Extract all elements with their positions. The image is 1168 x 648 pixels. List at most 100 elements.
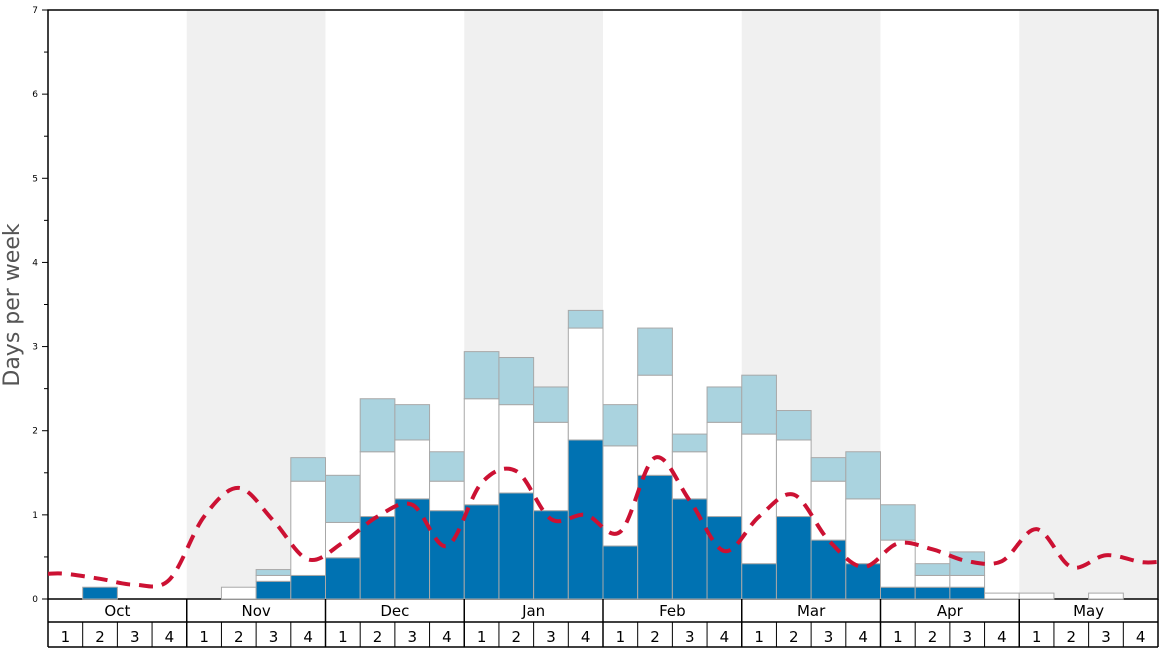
week-label: 3: [824, 628, 834, 646]
bar-slot-10-segment-1: [359, 516, 396, 600]
bar-slot-22-segment-2: [775, 439, 812, 518]
bar-slot-27-segment-1: [949, 586, 986, 600]
bar-slot-8-segment-2: [290, 480, 326, 576]
y-tick-label: 3: [32, 343, 38, 353]
bar-slot-9-segment-1: [325, 557, 361, 600]
y-tick-label: 4: [32, 258, 38, 268]
week-label: 3: [685, 628, 695, 646]
bar-slot-19-segment-1: [671, 498, 708, 600]
bar-slot-20-segment-2: [706, 421, 743, 518]
month-label-mar: Mar: [797, 602, 826, 620]
average-line: [47, 455, 1159, 589]
week-label: 4: [442, 628, 452, 646]
month-shading: [186, 10, 1158, 599]
bars: [82, 309, 1124, 600]
y-tick-label: 5: [32, 174, 38, 184]
week-label: 2: [373, 628, 383, 646]
bar-slot-26-segment-1: [914, 586, 951, 600]
y-tick-label: 0: [32, 595, 38, 605]
week-label: 2: [928, 628, 938, 646]
bar-slot-22-segment-1: [775, 516, 812, 600]
bar-slot-20-segment-3: [706, 386, 743, 423]
bar-slot-7-segment-1: [255, 580, 292, 600]
bar-slot-22-segment-3: [775, 410, 812, 441]
week-label: 3: [1101, 628, 1111, 646]
month-label-oct: Oct: [104, 602, 130, 620]
week-label: 4: [581, 628, 591, 646]
bar-slot-10-segment-2: [359, 451, 396, 518]
y-tick-label: 1: [32, 511, 38, 521]
bar-slot-23-segment-3: [810, 457, 847, 482]
bar-slot-19-segment-2: [671, 451, 708, 500]
week-label: 1: [893, 628, 903, 646]
bar-slot-31-segment-2: [1088, 592, 1124, 600]
bar-slot-11-segment-3: [394, 404, 431, 441]
week-label: 1: [1032, 628, 1042, 646]
week-label: 1: [338, 628, 348, 646]
bar-slot-23-segment-1: [810, 539, 847, 600]
month-label-feb: Feb: [659, 602, 686, 620]
week-label: 3: [962, 628, 972, 646]
bar-slot-25-segment-2: [880, 539, 916, 588]
week-label: 4: [997, 628, 1007, 646]
bar-slot-21-segment-1: [741, 563, 777, 600]
bar-slot-15-segment-1: [533, 510, 569, 600]
y-tick-label: 2: [32, 427, 38, 437]
bar-slot-11-segment-2: [394, 439, 431, 500]
y-axis-label: Days per week: [0, 223, 25, 386]
bar-slot-12-segment-2: [429, 480, 465, 512]
bar-slot-16-segment-2: [567, 327, 604, 441]
bar-slot-13-segment-3: [463, 351, 500, 400]
bar-slot-29-segment-2: [1018, 592, 1055, 600]
bar-slot-12-segment-1: [429, 510, 465, 600]
bar-slot-2-segment-1: [82, 586, 118, 600]
bar-slot-14-segment-1: [498, 492, 535, 600]
week-label: 2: [789, 628, 799, 646]
week-label: 3: [269, 628, 279, 646]
week-label: 4: [1136, 628, 1146, 646]
bar-slot-7-segment-2: [255, 574, 292, 582]
week-label: 3: [546, 628, 556, 646]
bar-slot-27-segment-2: [949, 574, 986, 588]
week-label: 4: [303, 628, 313, 646]
month-label-nov: Nov: [241, 602, 270, 620]
bar-slot-9-segment-3: [325, 474, 361, 523]
bar-slot-8-segment-1: [290, 574, 326, 600]
week-label: 1: [199, 628, 209, 646]
bar-slot-18-segment-1: [637, 474, 673, 600]
x-axis: Oct Nov Dec Jan Feb Mar Apr May 1 2 3 4 1 2 3 4 1 2 3 4 1 2 3 4…: [47, 599, 1159, 648]
month-label-may: May: [1073, 602, 1104, 620]
bar-slot-16-segment-3: [567, 309, 604, 329]
bar-slot-7-segment-3: [255, 569, 292, 576]
bar-slot-14-segment-2: [498, 404, 535, 494]
week-label: 1: [61, 628, 71, 646]
week-label: 1: [477, 628, 487, 646]
week-label: 2: [512, 628, 522, 646]
bar-slot-13-segment-2: [463, 398, 500, 506]
week-label: 2: [650, 628, 660, 646]
bar-slot-26-segment-2: [914, 574, 951, 588]
bar-slot-19-segment-3: [671, 433, 708, 453]
week-label: 1: [616, 628, 626, 646]
bar-slot-21-segment-2: [741, 433, 777, 565]
bar-slot-24-segment-2: [845, 498, 881, 565]
bar-slot-25-segment-1: [880, 586, 916, 600]
bar-slot-10-segment-3: [359, 398, 396, 453]
bar-slot-24-segment-3: [845, 451, 881, 500]
y-tick-label: 6: [32, 90, 38, 100]
bar-slot-8-segment-3: [290, 457, 326, 482]
bar-slot-17-segment-3: [602, 404, 639, 447]
bar-slot-18-segment-2: [637, 374, 673, 476]
y-axis: 0 1 2 3 4 5 6 7: [32, 6, 48, 605]
bar-slot-24-segment-1: [845, 563, 881, 600]
month-label-dec: Dec: [380, 602, 409, 620]
bar-slot-17-segment-1: [602, 545, 639, 600]
week-label: 2: [95, 628, 105, 646]
bar-slot-15-segment-2: [533, 421, 569, 512]
month-band-may: [1019, 10, 1158, 599]
bar-slot-14-segment-3: [498, 357, 535, 406]
month-label-jan: Jan: [521, 602, 545, 620]
week-label: 2: [234, 628, 244, 646]
week-label: 3: [407, 628, 417, 646]
